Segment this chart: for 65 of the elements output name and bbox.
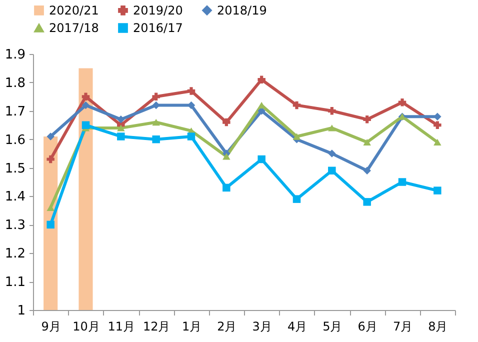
y-tick-label: 1.7 — [4, 104, 26, 120]
x-tick-label: 6月 — [358, 320, 378, 334]
legend-label: 2019/20 — [133, 3, 183, 18]
point — [434, 186, 442, 194]
point — [152, 118, 160, 126]
y-tick-label: 1.4 — [4, 190, 26, 205]
y-tick-label: 1.6 — [4, 132, 26, 148]
x-tick-label: 7月 — [392, 320, 413, 334]
x-tick-label: 3月 — [252, 320, 272, 334]
point — [152, 135, 160, 144]
point — [187, 132, 196, 140]
legend-label: 2018/19 — [217, 3, 267, 18]
point — [363, 138, 371, 146]
point — [117, 116, 125, 124]
point — [292, 133, 301, 140]
point — [46, 155, 54, 164]
x-tick-label: 12月 — [142, 320, 170, 334]
point — [152, 101, 160, 110]
x-tick-label: 5月 — [322, 320, 342, 334]
legend-label: 2016/17 — [133, 21, 183, 35]
point — [398, 98, 406, 106]
point — [82, 92, 90, 101]
point — [46, 220, 54, 229]
point — [328, 124, 336, 132]
point — [222, 153, 230, 160]
point — [363, 116, 371, 124]
point — [117, 132, 125, 140]
point — [398, 178, 406, 186]
point — [187, 87, 196, 95]
point — [222, 118, 230, 126]
y-tick-label: 1.5 — [4, 161, 26, 176]
legend-label: 2017/18 — [49, 21, 99, 35]
point — [363, 166, 371, 174]
y-tick-label: 1.3 — [4, 218, 26, 234]
x-tick-label: 9月 — [41, 320, 61, 334]
y-tick-label: 1 — [17, 304, 26, 318]
point — [82, 121, 90, 129]
point — [46, 132, 54, 140]
point — [434, 138, 442, 146]
point — [434, 121, 442, 129]
point — [328, 166, 336, 174]
y-tick-label: 1.1 — [4, 275, 26, 290]
x-tick-label: 10月 — [72, 320, 100, 334]
point — [363, 198, 371, 206]
x-tick-label: 4月 — [287, 320, 308, 334]
point — [328, 150, 336, 158]
x-tick-label: 2月 — [217, 320, 237, 334]
point — [152, 92, 160, 101]
point — [82, 101, 90, 110]
legend-label: 2020/21 — [49, 3, 99, 18]
point — [258, 155, 266, 164]
point — [292, 195, 301, 203]
x-tick-label: 8月 — [428, 320, 448, 334]
point — [434, 112, 442, 120]
y-tick-label: 1.2 — [4, 246, 26, 262]
point — [46, 204, 54, 211]
point — [292, 101, 301, 110]
y-tick-label: 1.8 — [4, 76, 26, 91]
point — [117, 124, 125, 132]
y-tick-label: 1.9 — [4, 48, 26, 62]
point — [222, 184, 230, 192]
x-tick-label: 11月 — [108, 320, 136, 334]
point — [328, 107, 336, 115]
x-tick-label: 1月 — [182, 320, 202, 334]
point — [258, 76, 266, 84]
